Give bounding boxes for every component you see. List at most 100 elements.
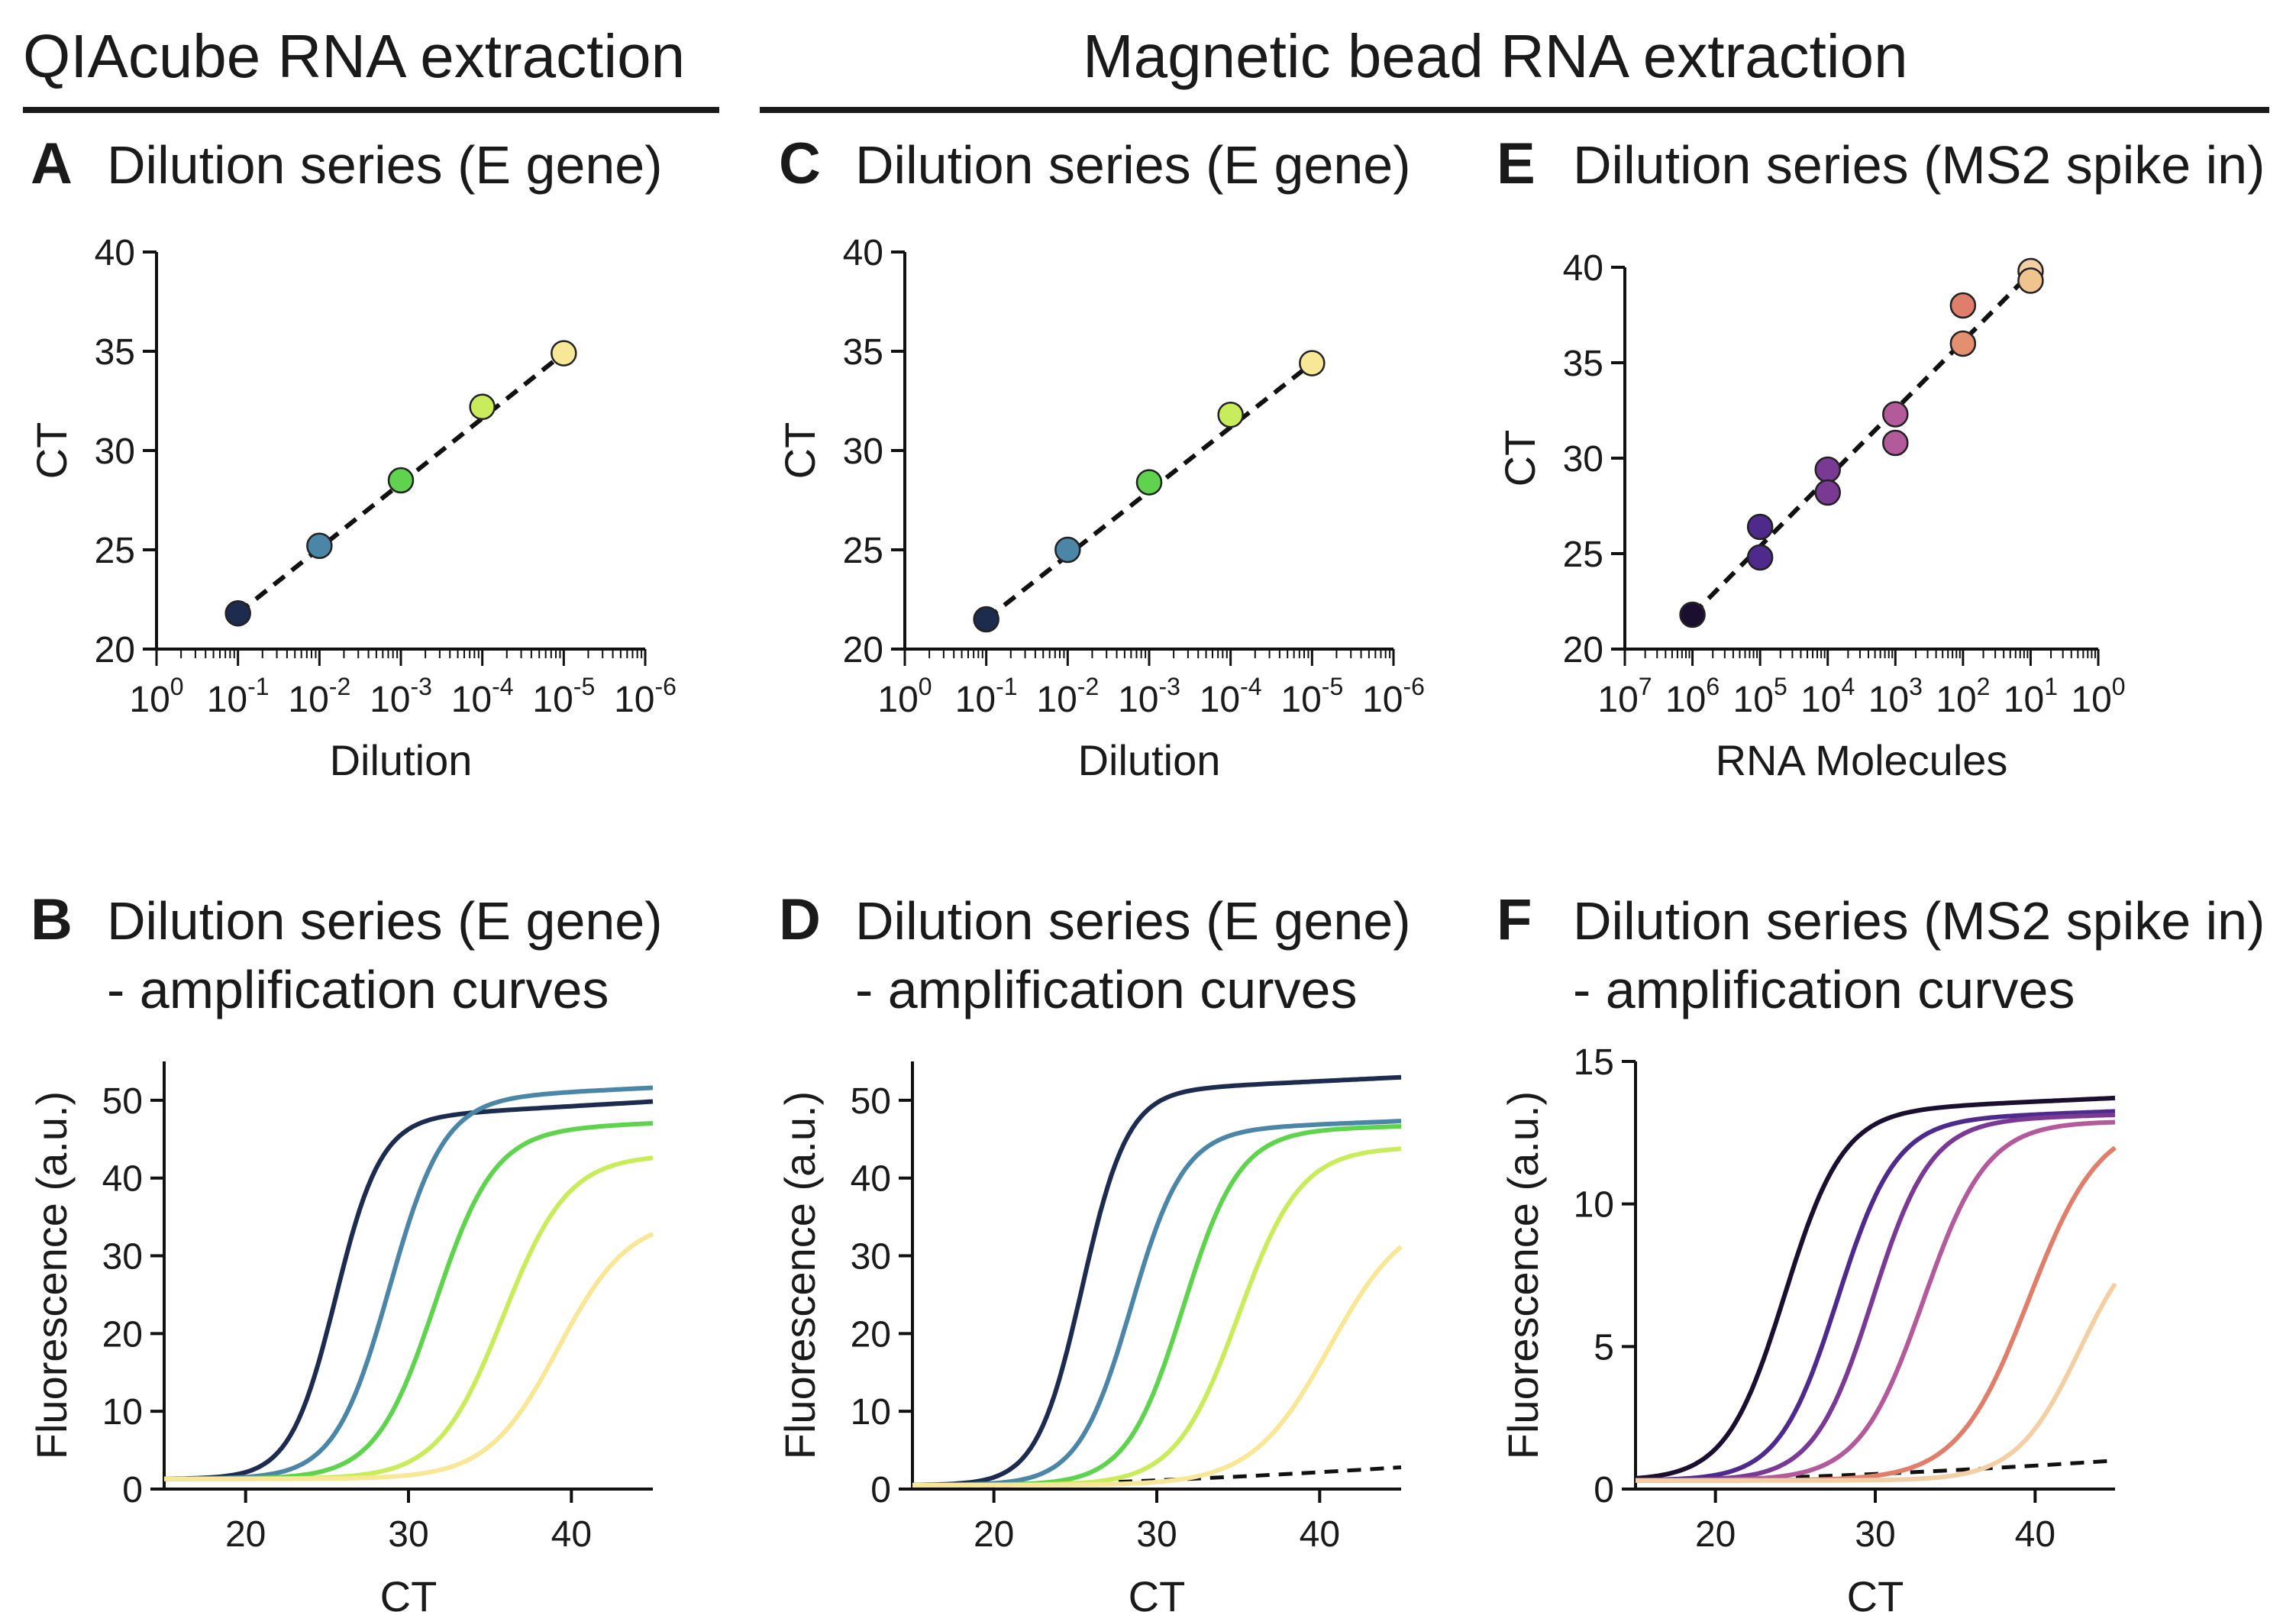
y-tick-label: 0 bbox=[870, 1470, 891, 1510]
amplification-curve bbox=[912, 1245, 1403, 1488]
data-point bbox=[1949, 330, 1977, 357]
panel-letter: E bbox=[1497, 131, 1536, 196]
amplification-curve bbox=[164, 1121, 654, 1481]
panel-title-line: - amplification curves bbox=[1573, 960, 2075, 1019]
x-tick-base: 10 bbox=[532, 680, 573, 720]
x-tick-label: 10-3 bbox=[1118, 673, 1180, 720]
y-tick-label: 20 bbox=[95, 630, 135, 670]
y-tick-label: 50 bbox=[851, 1081, 891, 1122]
data-point bbox=[306, 532, 333, 560]
panel-title-line: Dilution series (E gene) bbox=[107, 891, 663, 951]
x-tick-label: 20 bbox=[974, 1514, 1014, 1555]
section-title-qiacube: QIAcube RNA extraction bbox=[23, 22, 686, 90]
x-tick-label: 30 bbox=[1136, 1514, 1177, 1555]
x-tick-label: 10-4 bbox=[451, 673, 514, 720]
data-point bbox=[1882, 429, 1909, 457]
x-tick-label: 10-4 bbox=[1200, 673, 1262, 720]
data-point bbox=[1135, 469, 1163, 496]
x-tick-label: 100 bbox=[2071, 673, 2125, 720]
panel-title-line: - amplification curves bbox=[855, 960, 1357, 1019]
x-tick-exponent: -6 bbox=[654, 673, 676, 700]
x-tick-label: 107 bbox=[1597, 673, 1652, 720]
x-tick-label: 20 bbox=[1695, 1514, 1736, 1555]
data-point bbox=[1054, 536, 1081, 564]
data-point bbox=[469, 393, 496, 421]
x-tick-base: 10 bbox=[288, 680, 328, 720]
panel-e: E Dilution series (MS2 spike in)202530354… bbox=[1496, 131, 2265, 784]
x-tick-base: 10 bbox=[1280, 680, 1321, 720]
x-axis-title: Dilution bbox=[1078, 736, 1221, 784]
x-tick-base: 10 bbox=[1868, 680, 1909, 720]
panel-letter: D bbox=[779, 887, 821, 952]
x-tick-label: 10-3 bbox=[370, 673, 432, 720]
x-tick-label: 10-5 bbox=[1280, 673, 1343, 720]
panel-letter: A bbox=[31, 131, 73, 196]
x-tick-label: 40 bbox=[2015, 1514, 2055, 1555]
fit-line bbox=[1691, 271, 2033, 617]
y-tick-label: 30 bbox=[102, 1237, 143, 1278]
panel-letter: B bbox=[31, 887, 73, 952]
x-tick-label: 100 bbox=[877, 673, 932, 720]
x-tick-base: 10 bbox=[2004, 680, 2044, 720]
y-tick-label: 20 bbox=[102, 1314, 143, 1355]
x-axis-title: CT bbox=[380, 1572, 438, 1612]
y-tick-label: 30 bbox=[95, 431, 135, 472]
x-tick-label: 103 bbox=[1868, 673, 1923, 720]
y-tick-label: 25 bbox=[1563, 535, 1603, 575]
y-tick-label: 10 bbox=[1574, 1185, 1614, 1226]
y-tick-label: 40 bbox=[843, 233, 883, 273]
y-tick-label: 30 bbox=[843, 431, 883, 472]
x-tick-label: 40 bbox=[1300, 1514, 1340, 1555]
x-tick-exponent: -5 bbox=[1322, 673, 1343, 700]
x-tick-exponent: 0 bbox=[2112, 673, 2126, 700]
x-tick-base: 10 bbox=[129, 680, 170, 720]
y-tick-label: 35 bbox=[1563, 344, 1603, 384]
x-tick-base: 10 bbox=[1733, 680, 1774, 720]
x-tick-base: 10 bbox=[1800, 680, 1841, 720]
x-tick-label: 105 bbox=[1733, 673, 1787, 720]
data-point bbox=[224, 599, 251, 627]
panel-title-line: Dilution series (E gene) bbox=[107, 135, 663, 195]
y-tick-label: 30 bbox=[1563, 439, 1603, 480]
x-axis-title: RNA Molecules bbox=[1716, 736, 2008, 784]
data-point bbox=[551, 340, 577, 367]
x-tick-label: 100 bbox=[129, 673, 183, 720]
x-tick-exponent: -4 bbox=[1240, 673, 1261, 700]
amplification-curve bbox=[1636, 1109, 2116, 1483]
x-tick-exponent: 6 bbox=[1706, 673, 1720, 700]
x-tick-label: 10-6 bbox=[614, 673, 677, 720]
amplification-curve bbox=[1636, 1119, 2116, 1483]
x-axis-title: Dilution bbox=[330, 736, 473, 784]
y-tick-label: 30 bbox=[851, 1237, 891, 1278]
amplification-curve bbox=[164, 1232, 654, 1481]
x-tick-label: 104 bbox=[1800, 673, 1855, 720]
x-tick-exponent: 4 bbox=[1842, 673, 1855, 700]
x-tick-label: 20 bbox=[225, 1514, 266, 1555]
x-tick-base: 10 bbox=[1200, 680, 1240, 720]
data-point bbox=[1882, 401, 1909, 428]
y-axis-title: Fluorescence (a.u.) bbox=[27, 1091, 76, 1459]
x-tick-label: 10-1 bbox=[207, 673, 270, 720]
y-tick-label: 25 bbox=[843, 531, 883, 571]
x-tick-base: 10 bbox=[614, 680, 654, 720]
x-tick-base: 10 bbox=[1036, 680, 1077, 720]
x-tick-base: 10 bbox=[2071, 680, 2111, 720]
x-tick-exponent: 2 bbox=[1977, 673, 1991, 700]
y-tick-label: 50 bbox=[102, 1081, 143, 1122]
data-point bbox=[1746, 513, 1774, 541]
x-tick-label: 10-2 bbox=[1036, 673, 1099, 720]
data-point bbox=[387, 467, 415, 494]
section-rule-qiacube bbox=[23, 107, 719, 113]
y-tick-label: 10 bbox=[102, 1392, 143, 1433]
x-tick-label: 10-6 bbox=[1362, 673, 1425, 720]
amplification-curve bbox=[912, 1146, 1402, 1488]
x-tick-label: 10-1 bbox=[955, 673, 1018, 720]
amplification-curve bbox=[1635, 1113, 2116, 1483]
x-tick-exponent: 3 bbox=[1909, 673, 1923, 700]
panel-title-line: Dilution series (E gene) bbox=[855, 135, 1411, 195]
y-tick-label: 20 bbox=[1563, 630, 1603, 670]
panel-f: F Dilution series (MS2 spike in) - amplifi… bbox=[1497, 887, 2265, 1612]
x-tick-base: 10 bbox=[1665, 680, 1706, 720]
panel-d: D Dilution series (E gene) - amplification… bbox=[776, 887, 1411, 1612]
amplification-curve bbox=[164, 1085, 654, 1481]
